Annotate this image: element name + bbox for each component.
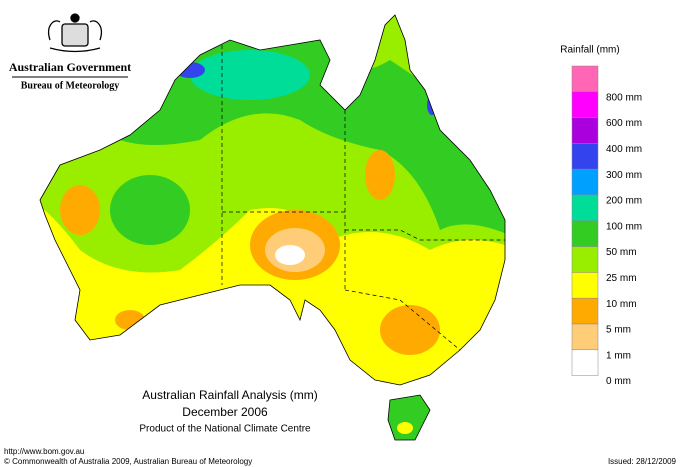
legend-swatch (571, 65, 599, 93)
legend-swatch (571, 272, 599, 299)
legend-swatch (571, 143, 599, 170)
legend-label: 100 mm (606, 221, 642, 232)
tasmania (387, 394, 431, 441)
legend-swatch (571, 349, 599, 376)
legend-label: 25 mm (606, 273, 637, 284)
legend-label: 400 mm (606, 144, 642, 155)
agency-name: Australian Government (9, 60, 131, 74)
legend-swatch (571, 220, 599, 247)
legend-label: 0 mm (606, 376, 631, 387)
legend: 800 mm 600 mm 400 mm 300 mm 200 mm 100 mm 50 m… (571, 65, 642, 387)
map-title: Australian Rainfall Analysis (mm) (142, 388, 317, 402)
legend-label: 600 mm (606, 118, 642, 129)
legend-label: 50 mm (606, 247, 637, 258)
legend-swatch (571, 91, 599, 118)
legend-swatch (571, 194, 599, 222)
map-period: December 2006 (182, 405, 268, 419)
bureau-name: Bureau of Meteorology (21, 80, 120, 91)
tasmania-zone (397, 422, 413, 434)
legend-label: 200 mm (606, 196, 642, 207)
footer-url: http://www.bom.gov.au (4, 447, 84, 456)
footer-copyright: © Commonwealth of Australia 2009, Austra… (4, 457, 252, 466)
state-borders (221, 45, 505, 351)
legend-label: 800 mm (606, 92, 642, 103)
legend-swatch (571, 323, 599, 351)
coat-of-arms (48, 13, 102, 53)
legend-label: 5 mm (606, 325, 631, 336)
footer-issued: Issued: 28/12/2009 (608, 457, 677, 466)
legend-label: 10 mm (606, 299, 637, 310)
legend-title: Rainfall (mm) (560, 45, 619, 56)
legend-swatch (571, 117, 599, 144)
legend-swatch (571, 246, 599, 273)
legend-swatch (571, 297, 599, 325)
map-product: Product of the National Climate Centre (139, 424, 311, 435)
legend-label: 300 mm (606, 170, 642, 181)
legend-label: 1 mm (606, 350, 631, 361)
legend-swatch (571, 168, 599, 196)
